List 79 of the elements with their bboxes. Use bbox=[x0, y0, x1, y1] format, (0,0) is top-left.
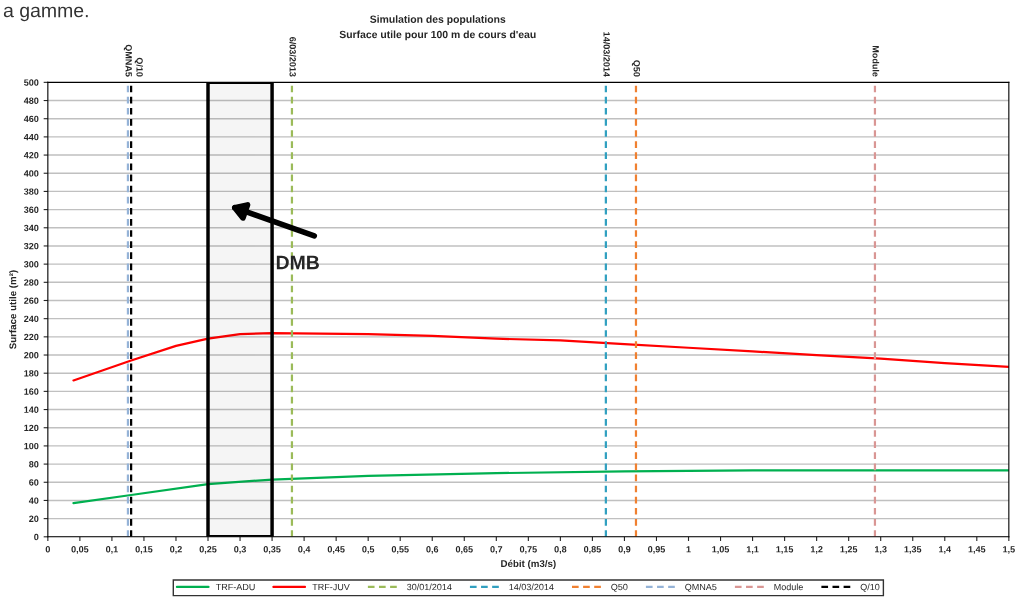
y-tick-label: 240 bbox=[24, 315, 39, 323]
line-series bbox=[72, 332, 1009, 382]
y-tick-label: 480 bbox=[23, 97, 39, 104]
x-tick-label: 0,3 bbox=[234, 546, 246, 554]
x-tick-label: 0,15 bbox=[135, 546, 153, 554]
x-tick-label: 0,1 bbox=[105, 546, 118, 554]
y-tick-label: 60 bbox=[29, 479, 39, 486]
y-tick-label: 140 bbox=[24, 406, 39, 413]
y-tick-label: 280 bbox=[24, 279, 39, 286]
y-tick-label: 360 bbox=[23, 206, 39, 213]
x-tick-label: 0,55 bbox=[391, 546, 409, 554]
chart-subtitle: Surface utile pour 100 m de cours d'eau bbox=[339, 30, 536, 41]
y-tick-label: 400 bbox=[23, 170, 39, 177]
x-tick-label: 0,8 bbox=[554, 546, 567, 554]
x-tick-label: 1,1 bbox=[746, 546, 759, 554]
y-tick-label: 40 bbox=[28, 497, 39, 504]
x-tick-label: 0,7 bbox=[490, 546, 503, 554]
text: Q/10 bbox=[134, 57, 144, 77]
x-tick-label: 0,9 bbox=[618, 546, 631, 554]
y-tick-label: 320 bbox=[23, 242, 39, 250]
y-tick-label: 120 bbox=[24, 424, 39, 432]
y-tick-label: 180 bbox=[24, 370, 39, 377]
legend-label: Module bbox=[774, 583, 803, 591]
x-tick-label: 1,3 bbox=[875, 546, 887, 554]
y-tick-label: 420 bbox=[23, 152, 39, 159]
y-tick-label: 220 bbox=[24, 333, 39, 341]
x-tick-label: 1,5 bbox=[1003, 546, 1015, 554]
y-tick-label: 260 bbox=[24, 297, 39, 304]
y-tick-label: 200 bbox=[24, 351, 39, 359]
legend-label: Q50 bbox=[611, 583, 628, 592]
legend-label: 14/03/2014 bbox=[509, 583, 554, 591]
text: QMNA5 bbox=[123, 44, 132, 77]
x-tick-label: 1,35 bbox=[904, 546, 922, 554]
text: 6/03/2013 bbox=[289, 37, 297, 77]
y-tick-label: 100 bbox=[24, 442, 39, 450]
x-tick-label: 1,2 bbox=[810, 546, 823, 554]
y-tick-label: 440 bbox=[23, 133, 39, 141]
y-tick-label: 300 bbox=[23, 261, 39, 268]
legend-label: Q/10 bbox=[860, 583, 880, 592]
x-tick-label: 0,05 bbox=[71, 546, 89, 554]
x-tick-label: 1,25 bbox=[840, 546, 858, 554]
y-tick-label: 500 bbox=[24, 79, 39, 86]
line-series bbox=[72, 469, 1009, 505]
text: Q50 bbox=[631, 60, 640, 77]
y-tick-label: 80 bbox=[29, 461, 39, 468]
x-tick-label: 1,4 bbox=[939, 546, 951, 554]
text: Module bbox=[872, 45, 880, 77]
x-tick-label: 0,6 bbox=[426, 546, 439, 554]
legend-label: QMNA5 bbox=[685, 583, 717, 592]
y-tick-label: 380 bbox=[23, 188, 39, 195]
x-tick-label: 0,75 bbox=[519, 546, 537, 554]
x-tick-label: 0,2 bbox=[170, 546, 182, 554]
x-tick-label: 0,5 bbox=[362, 546, 375, 554]
y-tick-label: 340 bbox=[23, 224, 39, 232]
x-tick-label: 0,4 bbox=[298, 546, 311, 554]
y-tick-label: 0 bbox=[34, 533, 39, 541]
x-tick-label: 1,05 bbox=[712, 546, 730, 554]
text: 14/03/2014 bbox=[603, 32, 611, 77]
y-tick-label: 160 bbox=[24, 388, 39, 395]
x-tick-label: 0 bbox=[45, 546, 50, 553]
band-label: DMB bbox=[276, 255, 319, 270]
chart-title: Simulation des populations bbox=[370, 15, 506, 25]
x-tick-label: 1 bbox=[686, 546, 691, 553]
x-tick-label: 0,25 bbox=[199, 546, 217, 554]
x-axis-title: Débit (m3/s) bbox=[501, 559, 556, 569]
legend-label: TRF-JUV bbox=[312, 583, 350, 591]
text: a gamme. bbox=[3, 6, 88, 22]
x-tick-label: 1,45 bbox=[968, 546, 986, 554]
x-tick-label: 0,45 bbox=[327, 546, 345, 554]
x-tick-label: 0,35 bbox=[263, 546, 281, 554]
legend-label: 30/01/2014 bbox=[407, 583, 452, 591]
y-tick-label: 460 bbox=[23, 115, 39, 123]
legend-label: TRF-ADU bbox=[215, 583, 255, 591]
y-tick-label: 20 bbox=[29, 515, 39, 522]
x-tick-label: 0,95 bbox=[648, 546, 666, 554]
x-tick-label: 0,85 bbox=[583, 546, 601, 554]
y-axis-title: Surface utile (m²) bbox=[9, 270, 19, 349]
x-tick-label: 1,15 bbox=[776, 546, 794, 554]
x-tick-label: 0,65 bbox=[455, 546, 473, 554]
